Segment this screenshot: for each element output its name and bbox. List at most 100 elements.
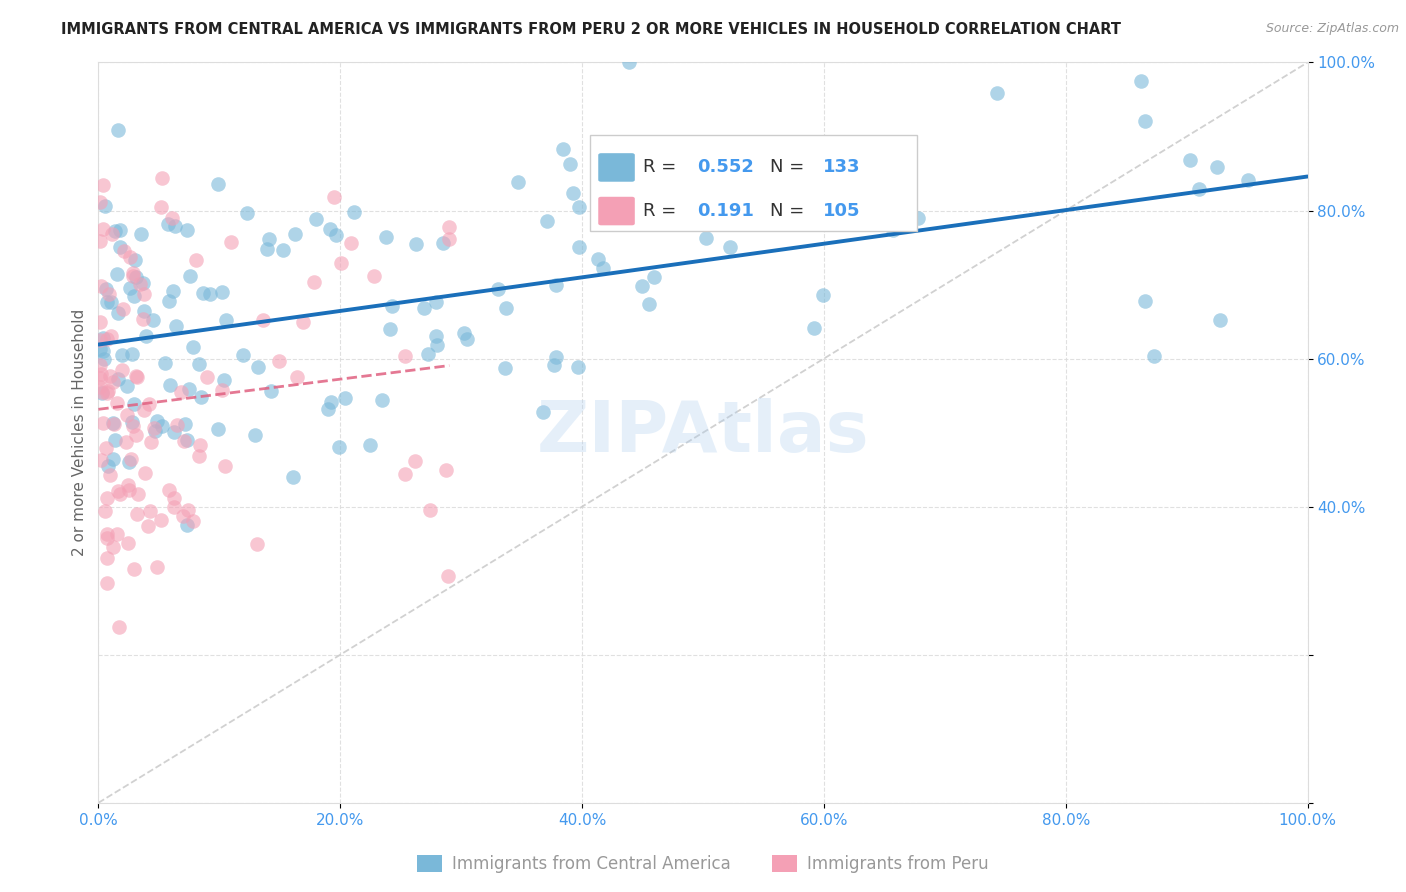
Point — [98, 286, 121, 301]
Point — [125, 369, 148, 384]
Point — [111, 301, 134, 316]
Text: N =: N = — [770, 159, 810, 177]
Point — [179, 269, 201, 284]
Point — [153, 356, 176, 370]
Point — [163, 491, 186, 506]
Point — [243, 428, 266, 442]
Point — [188, 450, 211, 464]
Point — [281, 470, 304, 484]
Point — [630, 279, 652, 293]
Point — [363, 268, 385, 283]
Point — [108, 240, 131, 254]
Point — [359, 438, 381, 452]
Point — [122, 266, 145, 280]
Point — [394, 349, 416, 363]
Point — [1142, 349, 1164, 363]
Point — [89, 315, 111, 329]
Point — [94, 441, 117, 455]
Point — [343, 205, 366, 219]
Point — [89, 342, 111, 356]
Point — [568, 240, 591, 254]
Text: Source: ZipAtlas.com: Source: ZipAtlas.com — [1265, 22, 1399, 36]
Point — [198, 286, 221, 301]
Point — [163, 500, 186, 514]
Point — [89, 234, 111, 248]
Text: 105: 105 — [824, 202, 860, 220]
Point — [101, 376, 124, 390]
Point — [176, 222, 198, 236]
Point — [90, 367, 112, 381]
Point — [173, 434, 195, 449]
Point — [120, 281, 142, 295]
Point — [132, 402, 155, 417]
Point — [129, 277, 152, 291]
Point — [188, 358, 211, 372]
Point — [212, 373, 235, 387]
Point — [97, 384, 120, 398]
Point — [325, 228, 347, 243]
Point — [1188, 182, 1211, 196]
Point — [380, 298, 402, 312]
Point — [90, 384, 112, 399]
Point — [1208, 313, 1230, 327]
Point — [89, 380, 111, 394]
Point — [319, 222, 342, 236]
Point — [617, 55, 640, 70]
Point — [107, 483, 129, 498]
Point — [986, 87, 1008, 101]
Point — [162, 284, 184, 298]
Point — [101, 451, 124, 466]
Point — [125, 427, 148, 442]
Point — [120, 250, 142, 264]
Point — [425, 295, 447, 310]
Point — [103, 417, 125, 432]
Point — [211, 285, 233, 299]
Point — [96, 551, 118, 566]
Point — [215, 313, 238, 327]
Point — [104, 433, 127, 447]
Point — [561, 186, 583, 200]
Point — [425, 328, 447, 343]
Point — [371, 393, 394, 408]
Point — [803, 321, 825, 335]
Point — [122, 419, 145, 434]
Point — [257, 232, 280, 246]
Point — [112, 244, 135, 259]
Point — [1178, 153, 1201, 167]
Point — [176, 434, 198, 448]
Point — [394, 467, 416, 481]
Point — [718, 240, 741, 254]
Point — [1133, 293, 1156, 308]
Point — [97, 458, 120, 473]
Point — [285, 369, 308, 384]
Point — [132, 304, 155, 318]
Point — [166, 418, 188, 433]
Point — [195, 370, 218, 384]
Point — [139, 504, 162, 518]
Point — [94, 199, 117, 213]
Point — [90, 453, 112, 467]
Point — [543, 358, 565, 372]
Point — [1237, 173, 1260, 187]
Point — [375, 230, 398, 244]
Point — [91, 344, 114, 359]
Point — [165, 319, 187, 334]
Point — [1205, 160, 1227, 174]
Point — [96, 531, 118, 545]
Point — [183, 340, 205, 354]
Point — [193, 286, 215, 301]
Point — [316, 402, 339, 417]
Point — [260, 384, 283, 398]
Point — [486, 282, 509, 296]
Point — [107, 306, 129, 320]
Point — [172, 508, 194, 523]
Point — [142, 421, 165, 435]
Point — [89, 195, 111, 210]
Point — [122, 288, 145, 302]
Point — [252, 313, 274, 327]
Point — [118, 455, 141, 469]
Point — [190, 437, 212, 451]
Text: 0.552: 0.552 — [697, 159, 754, 177]
Legend: Immigrants from Central America, Immigrants from Peru: Immigrants from Central America, Immigra… — [411, 848, 995, 880]
Point — [146, 414, 169, 428]
